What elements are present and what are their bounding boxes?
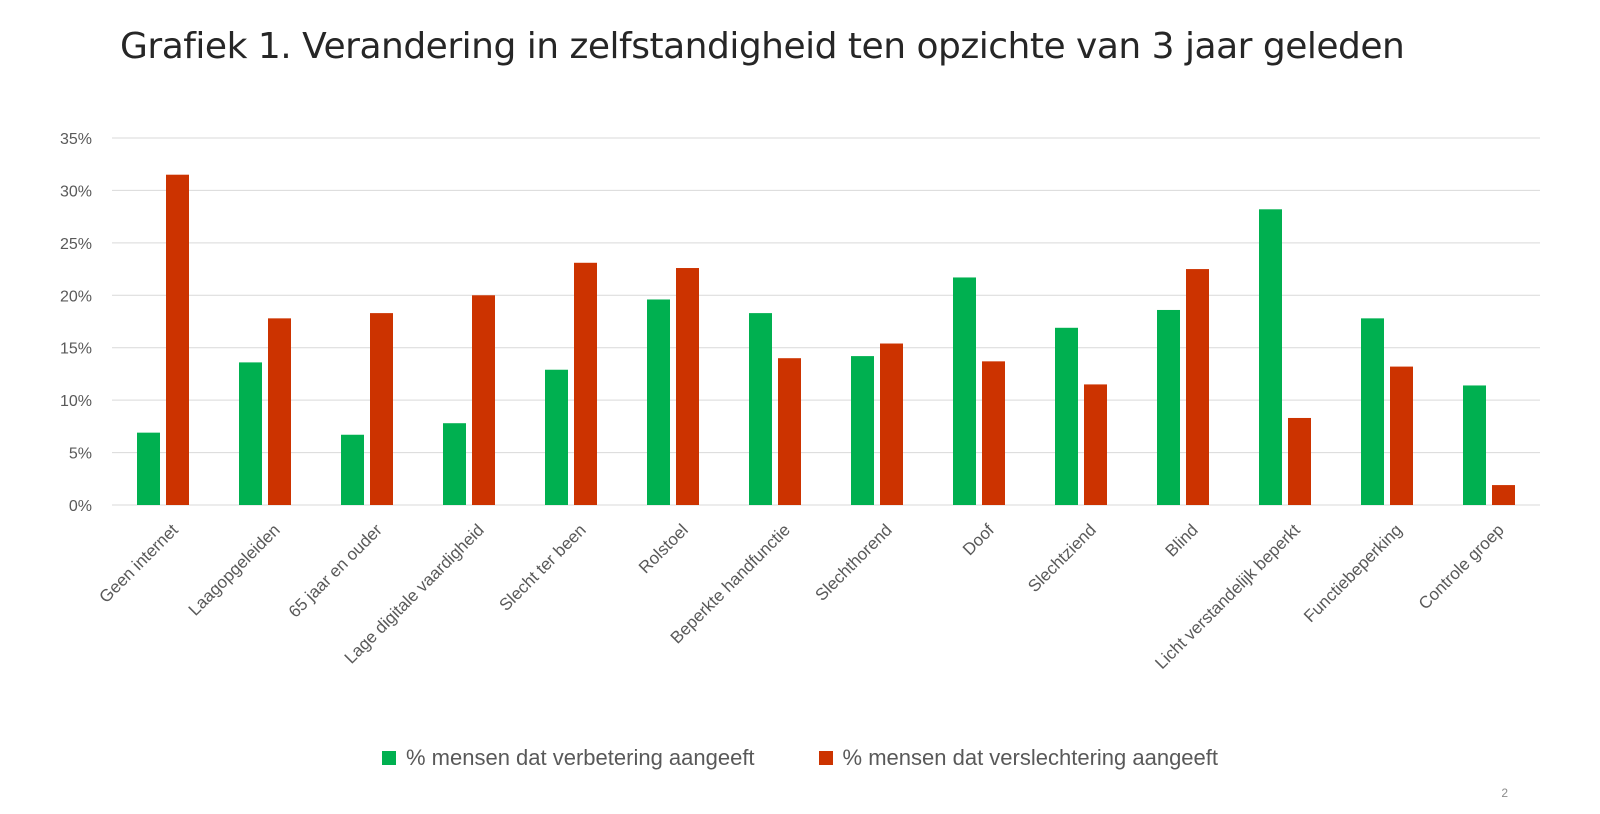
legend-label-improvement: % mensen dat verbetering aangeeft — [405, 745, 755, 770]
x-category-label: Slechthorend — [812, 520, 896, 604]
bar-improvement — [749, 313, 772, 505]
bar-deterioration — [574, 262, 597, 505]
legend: % mensen dat verbetering aangeeft % mens… — [0, 745, 1600, 771]
bar-deterioration — [1186, 269, 1209, 505]
bar-deterioration — [1084, 384, 1107, 505]
bar-deterioration — [880, 343, 903, 505]
legend-item-improvement: % mensen dat verbetering aangeeft — [381, 745, 755, 771]
chart-title: Grafiek 1. Verandering in zelfstandighei… — [120, 26, 1405, 67]
x-category-label: Slechtziend — [1024, 520, 1100, 596]
x-category-label: Laagopgeleiden — [185, 520, 284, 619]
bar-improvement — [137, 432, 160, 505]
x-category-label: Rolstoel — [635, 520, 692, 577]
bar-deterioration — [268, 318, 291, 505]
bar-improvement — [953, 277, 976, 505]
y-tick-label: 10% — [60, 393, 92, 410]
bar-improvement — [1361, 318, 1384, 505]
bar-deterioration — [1288, 417, 1311, 505]
y-tick-label: 0% — [69, 498, 92, 515]
bar-deterioration — [472, 295, 495, 505]
bar-deterioration — [166, 174, 189, 505]
bar-improvement — [1463, 385, 1486, 505]
legend-swatch-improvement — [381, 751, 396, 765]
x-category-label: Slecht ter been — [496, 520, 590, 614]
y-tick-label: 15% — [60, 341, 92, 358]
gridlines — [112, 137, 1540, 506]
x-category-label: Blind — [1162, 520, 1202, 560]
bar-improvement — [1259, 209, 1282, 505]
bar-deterioration — [676, 268, 699, 505]
bar-improvement — [443, 423, 466, 505]
bar-improvement — [1157, 309, 1180, 505]
y-tick-label: 30% — [60, 183, 92, 200]
x-category-label: Functiebeperking — [1300, 520, 1406, 626]
y-tick-label: 5% — [69, 446, 92, 463]
bar-improvement — [1055, 327, 1078, 505]
y-axis-tick-labels: 0% 5% 10% 15% 20% 25% 30% 35% — [60, 131, 92, 515]
bar-improvement — [239, 362, 262, 505]
x-category-label: 65 jaar en ouder — [285, 520, 386, 621]
legend-swatch-deterioration — [818, 751, 833, 765]
x-axis-category-labels: Geen internet Laagopgeleiden 65 jaar en ou… — [96, 520, 1508, 673]
legend-item-deterioration: % mensen dat verslechtering aangeeft — [818, 745, 1218, 771]
bar-improvement — [647, 299, 670, 505]
bar-improvement — [545, 369, 568, 505]
legend-label-deterioration: % mensen dat verslechtering aangeeft — [842, 745, 1218, 770]
bar-improvement — [851, 356, 874, 505]
x-category-label: Doof — [959, 520, 998, 559]
bar-deterioration — [1390, 366, 1413, 505]
y-tick-label: 20% — [60, 288, 92, 305]
page-number: 2 — [1501, 786, 1508, 800]
y-tick-label: 25% — [60, 236, 92, 253]
y-tick-label: 35% — [60, 131, 92, 148]
bar-deterioration — [1492, 485, 1515, 505]
bar-improvement — [341, 434, 364, 505]
x-category-label: Controle groep — [1415, 520, 1508, 613]
bar-deterioration — [370, 313, 393, 505]
bar-deterioration — [982, 361, 1005, 505]
bars — [137, 174, 1515, 505]
bar-deterioration — [778, 358, 801, 505]
x-category-label: Geen internet — [96, 520, 182, 606]
